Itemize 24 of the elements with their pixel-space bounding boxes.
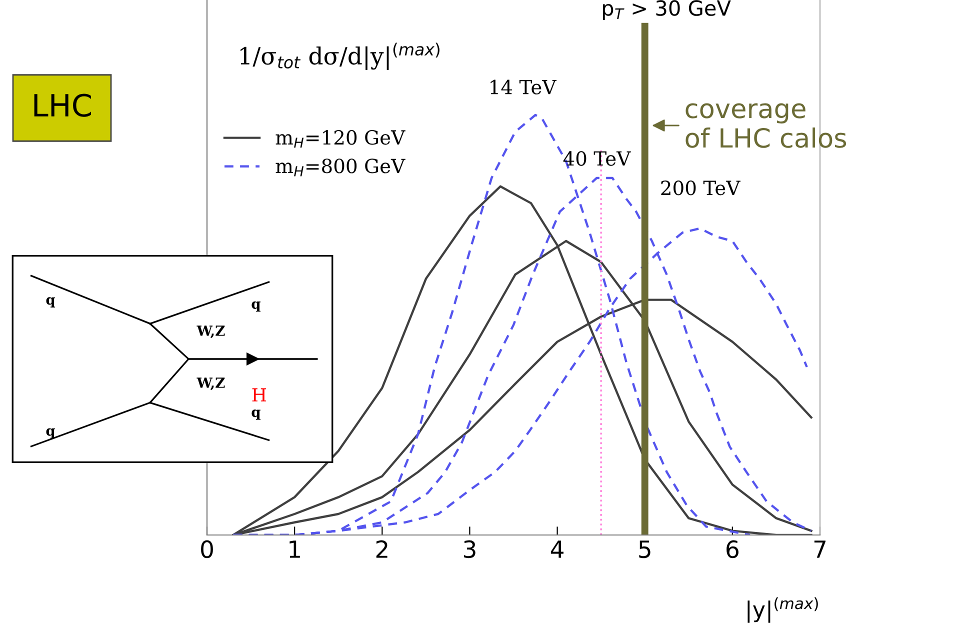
x-tick-label: 1 xyxy=(290,540,300,558)
annotation: 40 TeV xyxy=(563,151,631,166)
annotation: 200 TeV xyxy=(661,180,740,196)
x-tick-label: 0 xyxy=(201,540,213,558)
annotation: W,Z xyxy=(196,326,225,338)
annotation: 14 TeV xyxy=(490,80,557,94)
ref-line-label: p$_{T}$ > 30 GeV xyxy=(602,0,731,20)
x-tick-label: 7 xyxy=(814,540,826,558)
annotation: q xyxy=(252,301,260,312)
annotation: H xyxy=(252,388,266,402)
x-tick-label: 3 xyxy=(464,540,476,558)
annotation: q xyxy=(252,410,260,420)
y-axis-title: 1/σ$_{tot}$ dσ/d|y|$^{(max)}$ xyxy=(240,42,440,70)
legend-label: m$_{H}$=800 GeV xyxy=(276,158,406,176)
annotation: coverage of LHC calos xyxy=(686,103,846,148)
legend-label: m$_{H}$=120 GeV xyxy=(276,130,406,148)
text: LHC xyxy=(34,94,92,117)
x-tick-label: 5 xyxy=(639,540,650,558)
annotation: W,Z xyxy=(196,378,225,390)
x-axis-title: |y|$^{(max)}$ xyxy=(748,597,818,623)
text: q xyxy=(46,297,56,308)
x-tick-label: 2 xyxy=(376,540,388,558)
x-tick-label: 4 xyxy=(550,540,564,558)
x-tick-label: 6 xyxy=(726,540,738,558)
